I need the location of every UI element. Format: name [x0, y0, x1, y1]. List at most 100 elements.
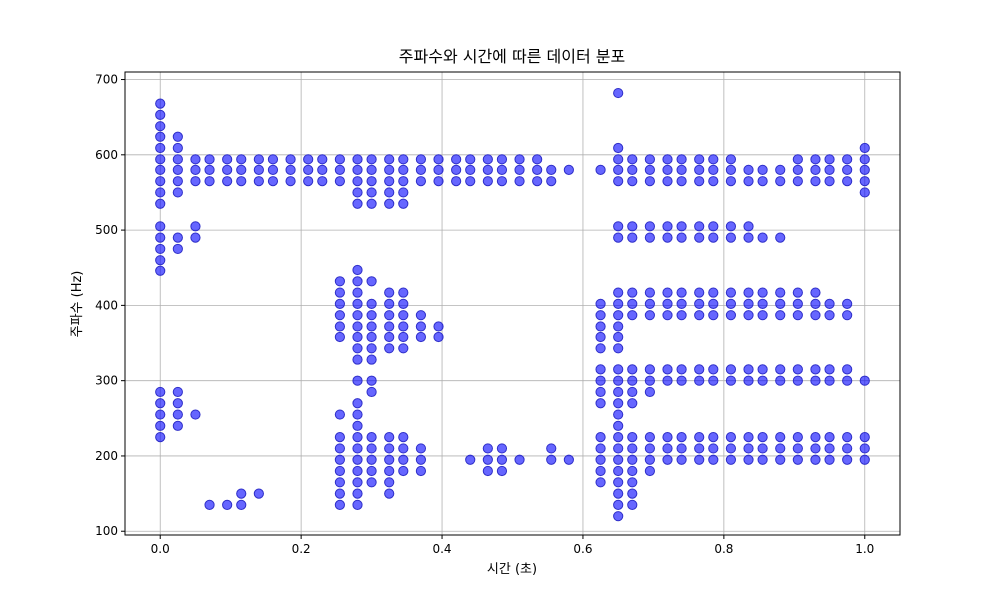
data-point: [842, 364, 853, 375]
data-point: [415, 310, 427, 321]
data-point: [725, 232, 737, 243]
data-point: [482, 443, 493, 454]
data-point: [352, 432, 363, 443]
data-point: [725, 443, 737, 454]
data-point: [792, 364, 803, 375]
data-point: [842, 310, 853, 321]
data-point: [644, 154, 655, 165]
data-point: [267, 164, 279, 175]
data-point: [662, 432, 673, 443]
data-point: [595, 164, 606, 175]
data-point: [155, 420, 166, 431]
data-point: [595, 310, 606, 321]
data-point: [384, 154, 395, 165]
data-point: [334, 443, 345, 454]
data-point: [676, 310, 687, 321]
data-point: [743, 443, 754, 454]
data-point: [155, 265, 166, 276]
data-point: [496, 154, 508, 165]
data-point: [236, 164, 247, 175]
data-point: [810, 375, 821, 386]
data-point: [842, 298, 853, 309]
data-point: [662, 232, 673, 243]
data-point: [595, 321, 606, 332]
data-point: [824, 164, 835, 175]
data-point: [743, 310, 754, 321]
data-point: [662, 164, 673, 175]
x-tick-label: 0.4: [432, 542, 451, 556]
data-point: [824, 454, 835, 465]
data-point: [757, 443, 768, 454]
data-point: [676, 176, 687, 187]
data-point: [155, 109, 166, 121]
data-point: [352, 154, 363, 165]
data-point: [384, 488, 395, 499]
x-tick-label: 0.6: [573, 542, 592, 556]
data-point: [613, 310, 624, 321]
data-point: [384, 343, 395, 354]
data-point: [451, 176, 462, 187]
data-point: [792, 176, 803, 187]
axis-ticks: 0.0 0.2 0.4 0.6 0.8 1.0 100 200 300 400 500 600 700: [95, 73, 874, 556]
data-point: [694, 298, 705, 309]
data-point: [366, 187, 377, 198]
data-point: [546, 164, 557, 175]
data-point: [676, 375, 687, 386]
data-point: [644, 432, 655, 443]
data-point: [757, 287, 768, 298]
data-point: [824, 375, 835, 386]
data-point: [595, 443, 606, 454]
data-point: [824, 310, 835, 321]
data-point: [725, 375, 737, 386]
data-point: [757, 232, 768, 243]
data-point: [366, 343, 377, 354]
data-point: [334, 276, 345, 287]
data-point: [190, 409, 201, 420]
data-point: [514, 164, 525, 175]
data-point: [694, 454, 705, 465]
data-point: [366, 321, 377, 332]
data-point: [725, 164, 737, 175]
data-point: [595, 398, 606, 409]
data-point: [172, 131, 183, 142]
data-point: [155, 243, 166, 255]
data-point: [613, 386, 624, 398]
data-point: [725, 454, 737, 465]
data-point: [725, 176, 737, 187]
data-point: [155, 409, 166, 420]
data-point: [415, 176, 427, 187]
data-point: [546, 176, 557, 187]
data-point: [627, 221, 638, 232]
data-point: [613, 454, 624, 465]
y-tick-label: 700: [95, 73, 118, 87]
data-point: [824, 443, 835, 454]
data-point: [725, 364, 737, 375]
data-point: [676, 364, 687, 375]
data-point: [775, 232, 786, 243]
data-point: [613, 343, 624, 354]
data-point: [384, 454, 395, 465]
data-point: [415, 443, 427, 454]
data-point: [496, 176, 508, 187]
data-point: [743, 375, 754, 386]
data-point: [725, 432, 737, 443]
data-point: [546, 454, 557, 465]
data-point: [613, 499, 624, 510]
data-point: [757, 176, 768, 187]
data-point: [792, 443, 803, 454]
data-point: [334, 331, 345, 343]
data-point: [859, 432, 870, 443]
data-point: [253, 488, 264, 499]
data-point: [398, 287, 409, 298]
data-point: [465, 176, 476, 187]
data-point: [384, 477, 395, 488]
data-point: [352, 187, 363, 198]
data-point: [743, 176, 754, 187]
data-point: [433, 164, 444, 175]
data-point: [627, 477, 638, 488]
data-point: [595, 477, 606, 488]
data-point: [334, 477, 345, 488]
data-point: [810, 454, 821, 465]
data-point: [190, 232, 201, 243]
data-point: [627, 287, 638, 298]
